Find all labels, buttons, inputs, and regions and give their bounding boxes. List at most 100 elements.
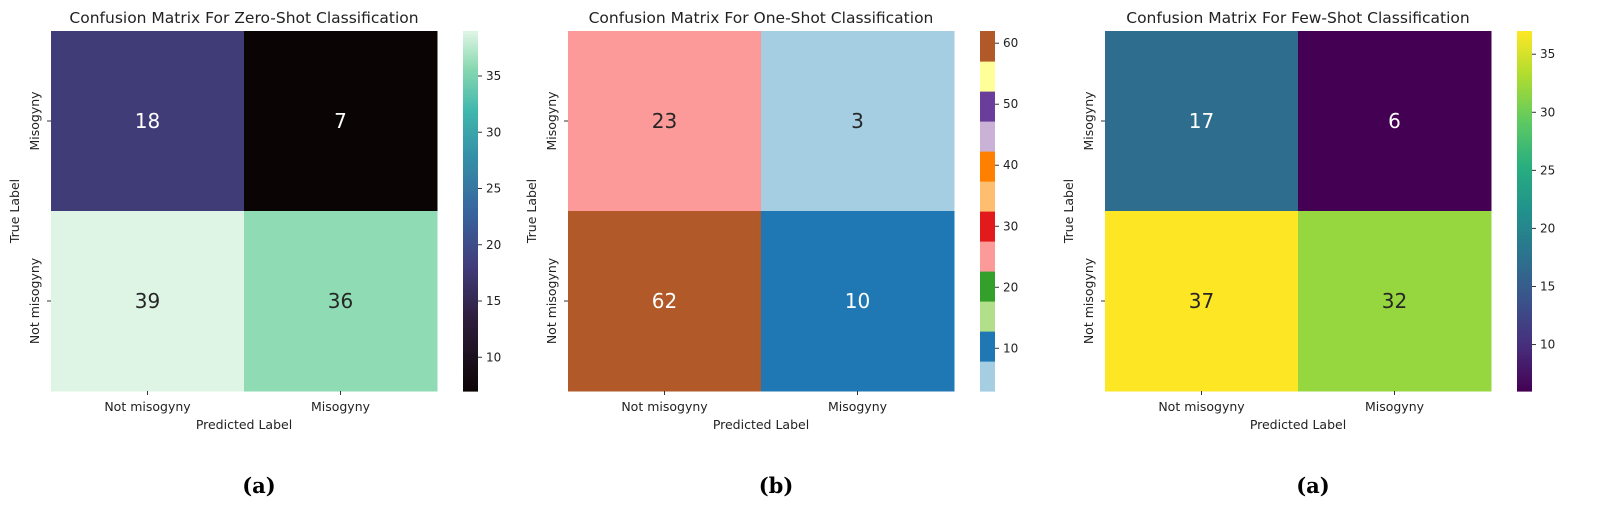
- cell-value-label: 39: [135, 289, 160, 313]
- colorbar-segment: [463, 367, 478, 371]
- cell-value-label: 23: [652, 109, 677, 133]
- colorbar-segment: [463, 52, 478, 56]
- colorbar-segment: [463, 340, 478, 344]
- cell-value-label: 3: [851, 109, 864, 133]
- panel-label: (a): [1296, 473, 1329, 498]
- colorbar-segment: [1517, 202, 1532, 206]
- colorbar-tick-label: 20: [486, 238, 501, 252]
- colorbar-segment: [463, 124, 478, 128]
- colorbar-segment: [463, 277, 478, 281]
- x-tick-label: Not misogyny: [621, 399, 708, 414]
- colorbar-segment: [463, 229, 478, 233]
- heatmap-cell: [1105, 31, 1299, 212]
- colorbar-segment: [1517, 88, 1532, 92]
- colorbar-segment: [1517, 361, 1532, 365]
- colorbar-segment: [463, 73, 478, 77]
- colorbar-segment: [1517, 76, 1532, 80]
- colorbar-segment: [1517, 307, 1532, 311]
- colorbar-segment: [1517, 289, 1532, 293]
- colorbar-segment: [1517, 223, 1532, 227]
- colorbar-segment: [1517, 124, 1532, 128]
- colorbar-segment: [980, 151, 995, 182]
- heatmap-cell: [1105, 211, 1299, 392]
- colorbar-segment: [1517, 64, 1532, 68]
- heatmap-cell: [1298, 211, 1492, 392]
- colorbar-segment: [1517, 325, 1532, 329]
- colorbar-segment: [1517, 337, 1532, 341]
- colorbar-segment: [1517, 280, 1532, 284]
- colorbar-segment: [1517, 217, 1532, 221]
- colorbar-segment: [463, 244, 478, 248]
- colorbar-segment: [463, 202, 478, 206]
- colorbar-segment: [980, 61, 995, 92]
- colorbar-segment: [463, 94, 478, 98]
- colorbar-segment: [1517, 319, 1532, 323]
- colorbar-segment: [463, 154, 478, 158]
- colorbar-segment: [463, 148, 478, 152]
- colorbar-segment: [463, 37, 478, 41]
- colorbar-segment: [463, 364, 478, 368]
- colorbar-segment: [1517, 52, 1532, 56]
- colorbar-segment: [463, 88, 478, 92]
- colorbar-segment: [1517, 334, 1532, 338]
- colorbar-segment: [463, 187, 478, 191]
- colorbar-segment: [980, 271, 995, 302]
- colorbar-segment: [1517, 301, 1532, 305]
- colorbar-segment: [1517, 316, 1532, 320]
- cell-value-label: 18: [135, 109, 160, 133]
- colorbar-segment: [463, 61, 478, 65]
- colorbar-segment: [463, 196, 478, 200]
- x-axis-label: Predicted Label: [196, 417, 292, 432]
- colorbar-segment: [463, 118, 478, 122]
- colorbar-segment: [1517, 367, 1532, 371]
- colorbar-segment: [1517, 178, 1532, 182]
- colorbar-segment: [463, 376, 478, 380]
- colorbar-segment: [463, 283, 478, 287]
- colorbar-segment: [463, 40, 478, 44]
- colorbar-segment: [1517, 115, 1532, 119]
- colorbar-segment: [1517, 265, 1532, 269]
- colorbar: 10 15 20 25 30 35: [1517, 31, 1555, 392]
- colorbar-segment: [463, 208, 478, 212]
- colorbar-segment: [463, 106, 478, 110]
- colorbar-segment: [980, 361, 995, 392]
- colorbar-segment: [1517, 295, 1532, 299]
- colorbar-segment: [463, 64, 478, 68]
- y-tick-label: Misogyny: [1081, 91, 1096, 151]
- colorbar: 10 20 30 40 50 60: [980, 31, 1018, 392]
- colorbar-segment: [1517, 169, 1532, 173]
- colorbar-segment: [463, 349, 478, 353]
- heatmap-panel-1: Confusion Matrix For Zero-Shot Classific…: [7, 9, 501, 498]
- colorbar-segment: [1517, 205, 1532, 209]
- colorbar-segment: [1517, 82, 1532, 86]
- colorbar-segment: [1517, 328, 1532, 332]
- colorbar-segment: [1517, 310, 1532, 314]
- colorbar-tick-label: 50: [1003, 97, 1018, 111]
- colorbar-segment: [1517, 196, 1532, 200]
- colorbar-segment: [463, 238, 478, 242]
- colorbar-segment: [463, 361, 478, 365]
- colorbar-segment: [1517, 175, 1532, 179]
- colorbar-segment: [463, 103, 478, 107]
- colorbar-tick-label: 30: [486, 125, 501, 139]
- colorbar-segment: [1517, 100, 1532, 104]
- colorbar-tick-label: 25: [486, 182, 501, 196]
- colorbar-segment: [1517, 253, 1532, 257]
- colorbar-segment: [463, 337, 478, 341]
- colorbar-segment: [463, 280, 478, 284]
- colorbar-segment: [1517, 382, 1532, 386]
- colorbar-segment: [463, 109, 478, 113]
- colorbar-segment: [1517, 376, 1532, 380]
- colorbar-segment: [1517, 121, 1532, 125]
- colorbar-segment: [1517, 214, 1532, 218]
- heatmap-cell: [761, 211, 955, 392]
- colorbar-segment: [463, 265, 478, 269]
- colorbar-segment: [1517, 349, 1532, 353]
- colorbar-segment: [463, 253, 478, 257]
- colorbar-segment: [1517, 346, 1532, 350]
- cell-value-label: 17: [1189, 109, 1214, 133]
- colorbar-segment: [1517, 43, 1532, 47]
- colorbar-segment: [1517, 304, 1532, 308]
- cell-value-label: 6: [1388, 109, 1401, 133]
- colorbar-segment: [1517, 106, 1532, 110]
